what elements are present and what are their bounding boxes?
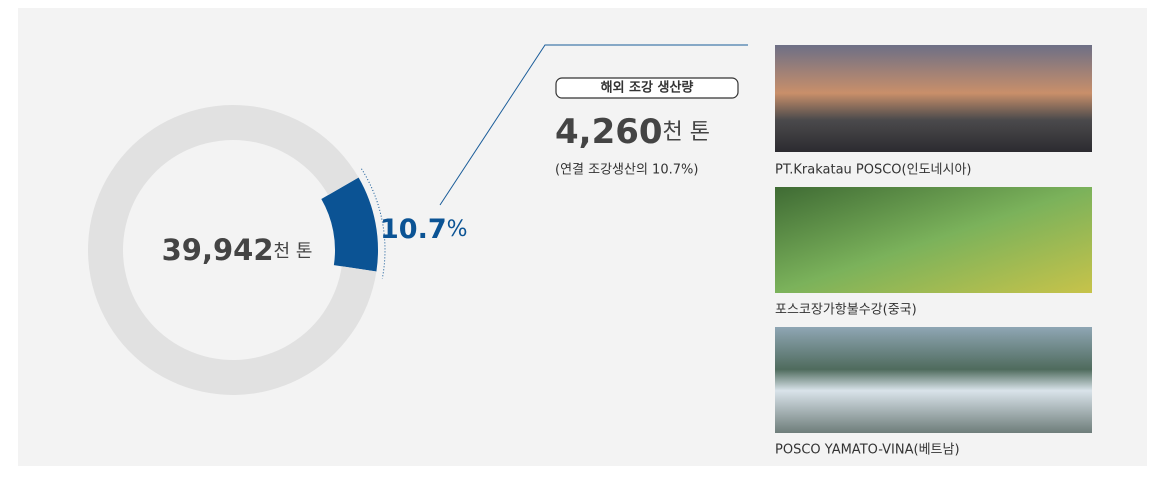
total: 39,942 — [162, 233, 274, 267]
photo-caption: POSCO YAMATO-VINA(베트남) — [775, 443, 960, 458]
note: (연결 조강생산의 10.7%) — [555, 163, 698, 178]
overseas-unit: 천 톤 — [663, 120, 710, 145]
badge: 해외 조강 생산량 — [601, 80, 694, 96]
share-value: 10.7 — [380, 214, 447, 245]
page: 39,942천 톤 10.7% 해외 조강 생산량 4,260천 톤 (연결 조… — [0, 0, 1165, 481]
photo-caption: 포스코장가항불수강(중국) — [775, 303, 917, 318]
photo-caption: PT.Krakatau POSCO(인도네시아) — [775, 163, 971, 178]
overseas-value: 4,260 — [555, 112, 663, 152]
chart: 39,942천 톤 10.7% 해외 조강 생산량 4,260천 톤 (연결 조… — [0, 0, 1165, 481]
photo — [775, 187, 1092, 293]
photo — [775, 327, 1092, 433]
share-unit: % — [447, 217, 468, 242]
photo — [775, 45, 1092, 152]
total-unit: 천 톤 — [274, 241, 313, 262]
share-label: 10.7% — [380, 214, 468, 245]
